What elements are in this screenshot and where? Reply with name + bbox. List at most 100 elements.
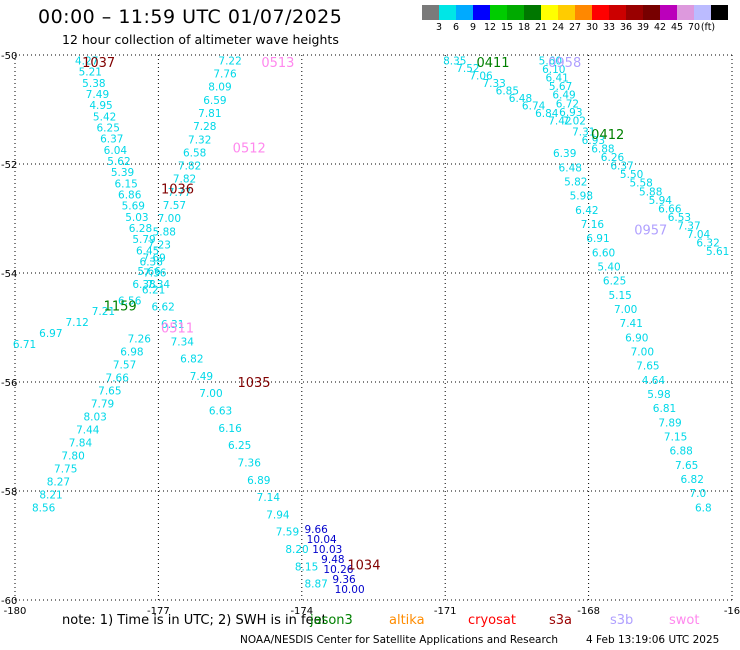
wave-height-value: 6.16	[218, 423, 242, 435]
wave-height-value: 4.27	[75, 55, 98, 67]
colorbar-label: 9	[469, 22, 477, 33]
wave-height-value: 7.77	[168, 187, 191, 199]
wave-height-value: 6.84	[535, 108, 559, 120]
wave-height-value: 5.39	[111, 167, 134, 179]
wave-height-value: 5.69	[122, 201, 145, 213]
wave-height-value: 6.98	[120, 346, 143, 358]
wave-height-value: 7.75	[54, 463, 77, 475]
wave-height-value: 6.38	[132, 279, 155, 291]
colorbar-label: 30	[585, 22, 599, 33]
wave-height-value: 6.90	[625, 332, 648, 344]
wave-height-value: 7.57	[163, 200, 186, 212]
wave-height-value: 6.32	[696, 238, 719, 250]
wave-height-value: 7.65	[675, 460, 698, 472]
wave-height-value: 7.00	[158, 213, 181, 225]
x-tick-label: -180	[4, 606, 27, 617]
wave-height-value: 9.36	[332, 574, 356, 586]
wave-height-value: 7.44	[76, 424, 100, 436]
wave-height-value: 6.88	[669, 446, 692, 458]
wave-height-value: 6.72	[556, 98, 579, 110]
colorbar-swatch	[456, 5, 473, 20]
wave-height-value: 6.39	[553, 148, 576, 160]
colorbar-label: 36	[619, 22, 633, 33]
wave-height-value: 8.03	[83, 411, 106, 423]
colorbar-swatch	[558, 5, 575, 20]
wave-height-value: 5.61	[706, 246, 729, 258]
colorbar-label: 12	[483, 22, 497, 33]
x-tick-label: -171	[434, 606, 457, 617]
colorbar-label: 15	[500, 22, 514, 33]
wave-height-value: 6.71	[13, 339, 36, 351]
colorbar-label: 21	[534, 22, 548, 33]
wave-height-value: 6.28	[129, 223, 152, 235]
wave-height-value: 7.06	[469, 70, 493, 82]
wave-height-value: 6.89	[247, 475, 270, 487]
wave-height-value: 7.66	[106, 372, 130, 384]
colorbar-swatch	[507, 5, 524, 20]
wave-height-value: 7.15	[664, 432, 687, 444]
wave-height-value: 6.48	[559, 162, 582, 174]
wave-height-value: 6.8	[695, 502, 712, 514]
wave-height-value: 7.31	[572, 126, 595, 138]
colorbar-swatch	[609, 5, 626, 20]
wave-height-value: 6.74	[522, 100, 546, 112]
wave-height-value: 7.00	[631, 346, 654, 358]
colorbar-swatch	[490, 5, 507, 20]
wave-height-value: 7.16	[581, 219, 605, 231]
wave-height-value: 7.82	[178, 161, 201, 173]
generated-timestamp: 4 Feb 13:19:06 UTC 2025	[586, 634, 720, 646]
wave-height-value: 6.93	[582, 135, 605, 147]
wave-height-value: 6.85	[496, 85, 519, 97]
track-time-label: 1034	[347, 559, 380, 574]
wave-height-value: 10.26	[323, 564, 353, 576]
colorbar-swatch	[541, 5, 558, 20]
wave-height-value: 5.38	[82, 78, 105, 90]
wave-height-value: 5.67	[549, 81, 572, 93]
wave-height-value: 6.10	[542, 64, 565, 76]
wave-height-value: 7.36	[143, 268, 167, 280]
x-tick-label: -16	[724, 606, 740, 617]
wave-height-value: 7.52	[456, 63, 479, 75]
wave-height-value: 7.76	[213, 69, 237, 81]
wave-height-value: 6.66	[658, 203, 682, 215]
wave-height-value: 5.50	[620, 169, 643, 181]
wave-height-value: 5.82	[564, 176, 587, 188]
track-time-label: 1159	[104, 300, 137, 315]
wave-height-value: 7.94	[266, 509, 290, 521]
wave-height-value: 7.28	[193, 121, 216, 133]
wave-height-value: 8.09	[208, 82, 231, 94]
colorbar-swatch	[575, 5, 592, 20]
wave-height-value: 7.12	[65, 317, 88, 329]
wave-height-value: 8.56	[32, 502, 56, 514]
wave-height-value: 5.62	[107, 156, 130, 168]
wave-height-value: 6.48	[509, 93, 532, 105]
chart-subtitle: 12 hour collection of altimeter wave hei…	[62, 32, 339, 47]
wave-height-value: 6.25	[228, 440, 251, 452]
wave-height-value: 7.80	[61, 450, 84, 462]
wave-height-value: 6.56	[118, 295, 142, 307]
wave-height-value: 6.42	[575, 205, 598, 217]
wave-height-value: 6.58	[183, 147, 206, 159]
wave-height-value: 7.81	[198, 108, 221, 120]
wave-height-value: 8.20	[285, 544, 308, 556]
wave-height-value: 7.33	[482, 78, 505, 90]
colorbar-swatch	[711, 5, 728, 20]
wave-height-value: 5.98	[570, 191, 593, 203]
wave-height-value: 6.81	[653, 403, 676, 415]
wave-height-value: 4.64	[642, 375, 666, 387]
wave-height-value: 6.86	[118, 190, 142, 202]
wave-height-value: 6.62	[151, 302, 174, 314]
wave-height-value: 6.59	[203, 95, 226, 107]
legend-jason3: jason3	[310, 613, 353, 628]
wave-height-value: 6.31	[161, 319, 184, 331]
colorbar-label: 45	[670, 22, 684, 33]
wave-height-value: 5.79	[132, 234, 155, 246]
colorbar-swatch	[643, 5, 660, 20]
track-time-label: 1037	[82, 56, 115, 71]
wave-height-value: 7.14	[257, 492, 281, 504]
wave-height-value: 5.88	[639, 186, 662, 198]
wave-height-value: 7.36	[238, 457, 262, 469]
wave-height-value: 6.38	[140, 257, 163, 269]
wave-height-value: 7.57	[113, 359, 136, 371]
y-tick-label: -52	[1, 160, 17, 171]
